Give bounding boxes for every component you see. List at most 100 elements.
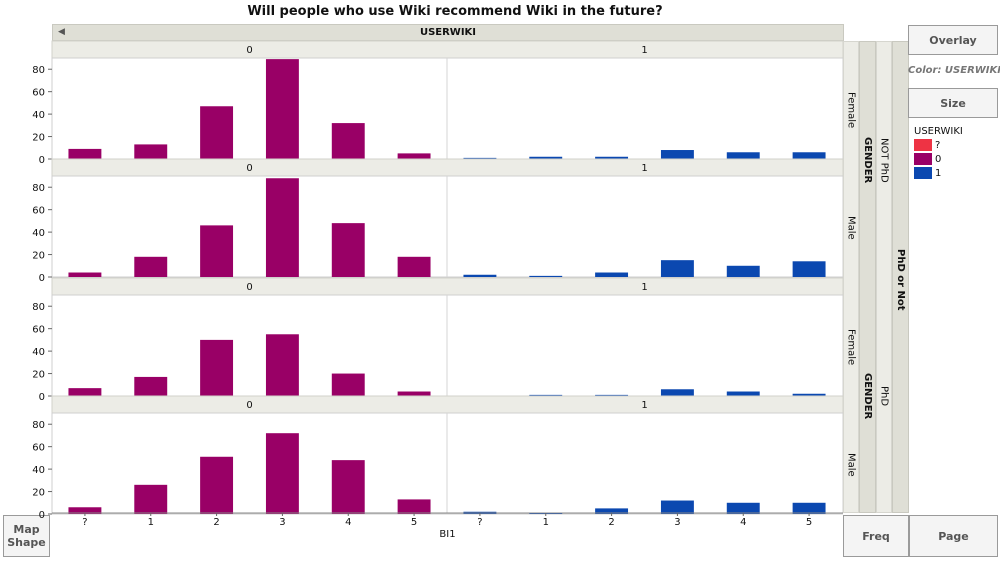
x-tick-label: 5 bbox=[806, 517, 812, 528]
legend-item-label: 0 bbox=[935, 154, 942, 165]
y-tick-label: 20 bbox=[32, 251, 45, 262]
bar bbox=[792, 152, 826, 159]
bar bbox=[529, 275, 563, 277]
phd-level-label: NOT PhD bbox=[878, 137, 890, 183]
group-label: 1 bbox=[641, 163, 647, 174]
bar bbox=[660, 500, 694, 514]
legend-item[interactable]: ? bbox=[914, 139, 998, 153]
bar bbox=[792, 261, 826, 277]
overlay-button[interactable]: Overlay bbox=[908, 25, 998, 55]
bar bbox=[463, 274, 497, 277]
legend-swatch bbox=[914, 139, 932, 151]
phd-level-label: PhD bbox=[878, 385, 890, 407]
color-drop-zone[interactable]: Color: USERWIKI bbox=[908, 65, 1000, 76]
bar bbox=[68, 507, 102, 514]
y-tick-label: 40 bbox=[32, 465, 45, 476]
bar bbox=[134, 484, 168, 514]
group-x-label: USERWIKI bbox=[419, 27, 477, 38]
gender-title: GENDER bbox=[862, 136, 873, 184]
bar bbox=[660, 260, 694, 277]
gender-level-label: Female bbox=[845, 328, 857, 366]
bar bbox=[200, 225, 234, 277]
x-tick-label: ? bbox=[82, 517, 87, 528]
page-button[interactable]: Page bbox=[909, 515, 998, 557]
x-tick-label: ? bbox=[477, 517, 482, 528]
bar bbox=[595, 508, 629, 514]
bar bbox=[463, 157, 497, 159]
group-strip bbox=[51, 395, 843, 414]
legend-item-label: ? bbox=[935, 140, 941, 151]
bar bbox=[265, 59, 299, 159]
map-shape-button[interactable]: Map Shape bbox=[3, 515, 50, 557]
freq-button[interactable]: Freq bbox=[843, 515, 909, 557]
gender-title-strip bbox=[859, 41, 876, 513]
legend-item[interactable]: 1 bbox=[914, 167, 998, 181]
y-tick-label: 60 bbox=[32, 443, 45, 454]
bar bbox=[726, 265, 760, 277]
bar bbox=[792, 502, 826, 514]
bar bbox=[331, 123, 365, 159]
gender-level-label: Male bbox=[845, 216, 857, 240]
gender-title: GENDER bbox=[862, 372, 873, 420]
x-tick-label: 5 bbox=[411, 517, 417, 528]
y-tick-label: 40 bbox=[32, 110, 45, 121]
phd-levels-strip bbox=[876, 41, 892, 513]
bar bbox=[134, 256, 168, 277]
gender-level-label: Female bbox=[845, 91, 857, 129]
bar bbox=[397, 256, 431, 277]
group-label: 1 bbox=[641, 400, 647, 411]
x-axis-label: BI1 bbox=[439, 529, 455, 540]
y-tick-label: 80 bbox=[32, 65, 45, 76]
group-strip bbox=[51, 158, 843, 177]
bar bbox=[397, 499, 431, 514]
bar bbox=[726, 391, 760, 396]
y-tick-label: 60 bbox=[32, 206, 45, 217]
bar bbox=[660, 389, 694, 396]
legend-item[interactable]: 0 bbox=[914, 153, 998, 167]
x-tick-label: 4 bbox=[740, 517, 746, 528]
bar bbox=[68, 388, 102, 396]
y-tick-label: 20 bbox=[32, 370, 45, 381]
bar bbox=[726, 502, 760, 514]
chart-title: Will people who use Wiki recommend Wiki … bbox=[247, 4, 663, 19]
y-tick-label: 80 bbox=[32, 302, 45, 313]
bar bbox=[200, 106, 234, 159]
gender-level-label: Male bbox=[845, 453, 857, 477]
triangle-left-icon[interactable]: ◀ bbox=[58, 27, 65, 37]
y-tick-label: 60 bbox=[32, 88, 45, 99]
bar bbox=[134, 144, 168, 159]
legend-swatch bbox=[914, 167, 932, 179]
group-label: 0 bbox=[246, 163, 252, 174]
legend-item-label: 1 bbox=[935, 168, 942, 179]
bar bbox=[595, 156, 629, 159]
bar bbox=[595, 272, 629, 277]
y-tick-label: 0 bbox=[39, 392, 45, 403]
y-tick-label: 80 bbox=[32, 420, 45, 431]
y-tick-label: 40 bbox=[32, 347, 45, 358]
size-button[interactable]: Size bbox=[908, 88, 998, 118]
group-strip bbox=[51, 40, 843, 59]
x-tick-label: 2 bbox=[213, 517, 219, 528]
y-tick-label: 0 bbox=[39, 510, 45, 521]
y-tick-label: 60 bbox=[32, 325, 45, 336]
y-tick-label: 20 bbox=[32, 133, 45, 144]
legend: USERWIKI ? 0 1 bbox=[914, 125, 998, 181]
phd-or-not-title: PhD or Not bbox=[895, 249, 906, 311]
y-tick-label: 20 bbox=[32, 488, 45, 499]
bar bbox=[134, 376, 168, 396]
x-tick-label: 3 bbox=[279, 517, 285, 528]
x-tick-label: 1 bbox=[148, 517, 154, 528]
legend-title: USERWIKI bbox=[914, 126, 963, 137]
bar bbox=[726, 152, 760, 159]
bar bbox=[265, 334, 299, 396]
group-label: 1 bbox=[641, 282, 647, 293]
bar bbox=[200, 339, 234, 396]
y-tick-label: 40 bbox=[32, 228, 45, 239]
x-tick-label: 3 bbox=[674, 517, 680, 528]
bar bbox=[397, 153, 431, 159]
bar bbox=[397, 391, 431, 396]
legend-swatch bbox=[914, 153, 932, 165]
bar bbox=[68, 272, 102, 277]
bar bbox=[331, 223, 365, 277]
bar bbox=[331, 373, 365, 396]
